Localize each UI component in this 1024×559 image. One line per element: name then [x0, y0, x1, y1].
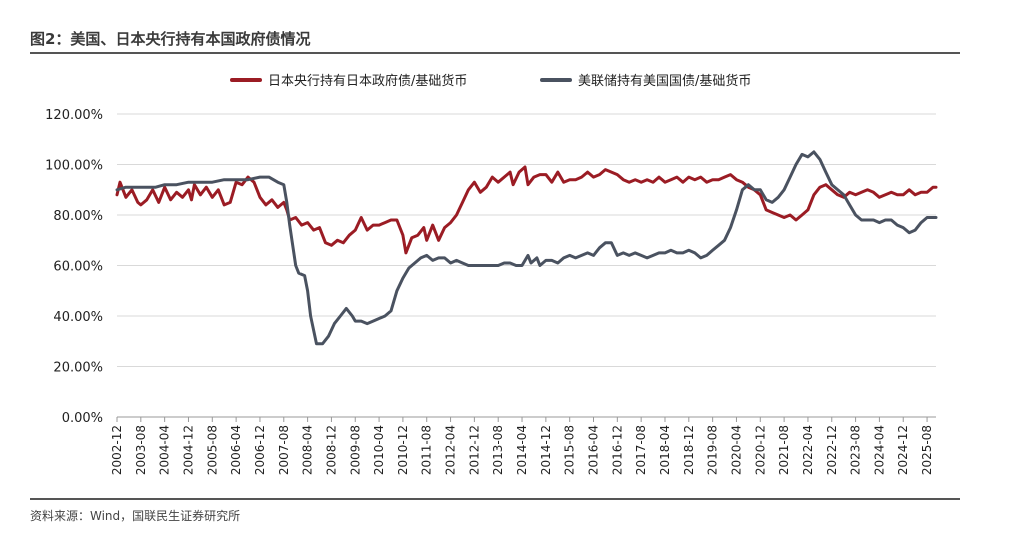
x-tick-label: 2007-08 — [277, 425, 291, 475]
x-tick-label: 2018-12 — [682, 425, 696, 475]
x-tick-label: 2024-04 — [872, 425, 886, 475]
x-tick-label: 2021-08 — [777, 425, 791, 475]
legend-label-boj: 日本央行持有日本政府债/基础货币 — [268, 74, 468, 89]
x-tick-label: 2014-04 — [515, 425, 529, 475]
x-tick-label: 2017-08 — [634, 425, 648, 475]
x-tick-label: 2012-04 — [444, 425, 458, 475]
source-divider — [30, 498, 960, 500]
x-tick-label: 2005-08 — [205, 425, 219, 475]
x-tick-label: 2002-12 — [110, 425, 124, 475]
x-tick-label: 2013-08 — [491, 425, 505, 475]
legend: 日本央行持有日本政府债/基础货币 美联储持有美国国债/基础货币 — [0, 70, 1024, 92]
y-tick-label: 20.00% — [53, 361, 103, 376]
x-tick-label: 2010-12 — [396, 425, 410, 475]
y-tick-label: 80.00% — [53, 209, 103, 224]
source-note: 资料来源：Wind，国联民生证券研究所 — [30, 509, 241, 523]
title-bar: 图2：美国、日本央行持有本国政府债情况 — [30, 26, 960, 54]
x-tick-label: 2008-04 — [301, 425, 315, 475]
x-tick-label: 2019-08 — [706, 425, 720, 475]
legend-label-fed: 美联储持有美国国债/基础货币 — [578, 74, 752, 89]
legend-item-fed: 美联储持有美国国债/基础货币 — [540, 70, 751, 89]
chart-title: 图2：美国、日本央行持有本国政府债情况 — [30, 30, 311, 48]
legend-swatch-fed — [540, 77, 572, 82]
x-tick-label: 2008-12 — [324, 425, 338, 475]
x-tick-label: 2024-12 — [896, 425, 910, 475]
x-tick-label: 2006-04 — [229, 425, 243, 475]
x-tick-label: 2020-12 — [753, 425, 767, 475]
y-tick-label: 60.00% — [53, 260, 103, 275]
x-tick-label: 2016-12 — [610, 425, 624, 475]
x-tick-label: 2003-08 — [134, 425, 148, 475]
x-tick-label: 2006-12 — [253, 425, 267, 475]
x-tick-label: 2010-04 — [372, 425, 386, 475]
x-tick-label: 2022-04 — [801, 425, 815, 475]
x-tick-label: 2011-08 — [420, 425, 434, 475]
x-tick-label: 2009-08 — [348, 425, 362, 475]
series-line-fed — [115, 150, 938, 346]
line-chart: 0.00% 20.00% 40.00% 60.00% 80.00% 100.00% 120.… — [45, 108, 938, 475]
x-tick-label: 2014-12 — [539, 425, 553, 475]
x-tick-label: 2022-12 — [825, 425, 839, 475]
legend-swatch-boj — [230, 77, 262, 82]
x-tick-label: 2012-12 — [467, 425, 481, 475]
x-tick-label: 2015-08 — [563, 425, 577, 475]
y-tick-label: 120.00% — [45, 108, 103, 123]
x-tick-label: 2004-12 — [181, 425, 195, 475]
x-tick-label: 2018-04 — [658, 425, 672, 475]
y-tick-label: 40.00% — [53, 310, 103, 325]
legend-item-boj: 日本央行持有日本政府债/基础货币 — [230, 70, 467, 89]
x-tick-label: 2023-08 — [849, 425, 863, 475]
x-tick-label: 2020-04 — [729, 425, 743, 475]
x-tick-label: 2025-08 — [920, 425, 934, 475]
x-tick-label: 2016-04 — [587, 425, 601, 475]
x-tick-label: 2004-04 — [158, 425, 172, 475]
y-tick-label: 100.00% — [45, 159, 103, 174]
y-tick-label: 0.00% — [62, 411, 103, 426]
